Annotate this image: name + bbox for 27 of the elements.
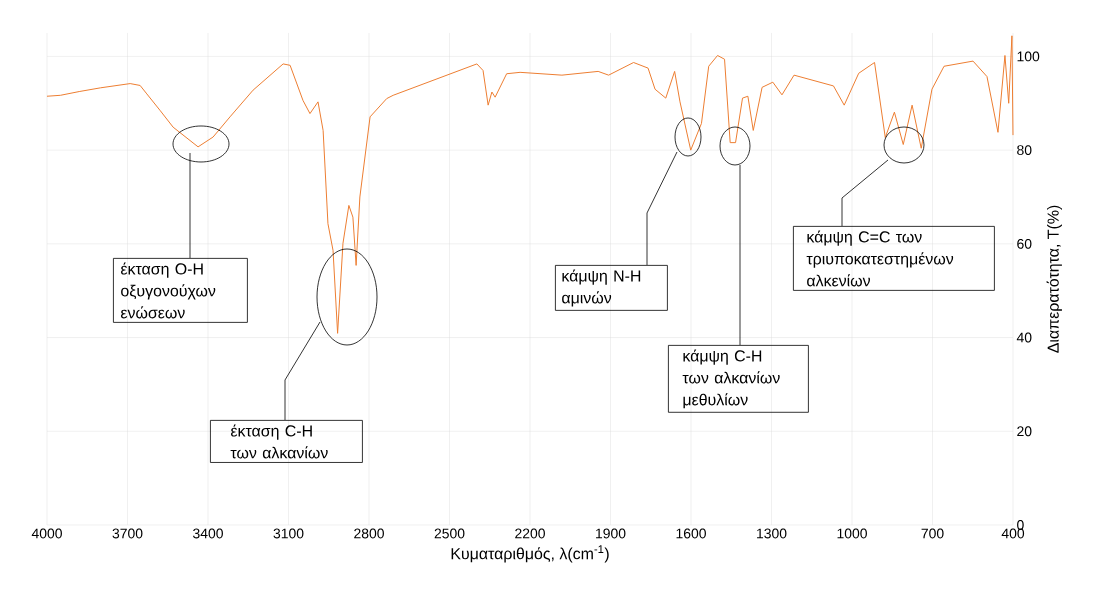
x-tick-label: 3100 bbox=[273, 528, 304, 539]
y-axis-title: Διαπερατότητα, T(%) bbox=[1046, 205, 1062, 353]
y-tick-label: 20 bbox=[1017, 426, 1032, 437]
annotation: έκταση C-H των αλκανίων bbox=[230, 424, 328, 459]
y-tick-label: 40 bbox=[1016, 332, 1032, 343]
x-tick-label: 700 bbox=[921, 528, 944, 539]
y-tick-label: 0 bbox=[1017, 520, 1024, 530]
annotation: έκταση O-H οξυγονούχων ενώσεων bbox=[120, 262, 216, 319]
x-tick-label: 1300 bbox=[757, 528, 787, 539]
line-series bbox=[46, 35, 1014, 334]
x-tick-label: 2800 bbox=[354, 528, 384, 539]
annotation: κάμψη N-H αμινών bbox=[562, 269, 641, 307]
x-tick-label: 4000 bbox=[31, 528, 62, 539]
annotation: κάμψη C-H των αλκανίων μεθυλίων bbox=[682, 349, 780, 409]
y-tick-label: 60 bbox=[1017, 238, 1032, 249]
x-tick-label: 400 bbox=[1001, 528, 1025, 539]
x-tick-label: 1600 bbox=[676, 528, 706, 539]
x-tick-label: 1900 bbox=[596, 528, 626, 539]
x-tick-label: 2200 bbox=[515, 528, 545, 539]
x-tick-label: 3700 bbox=[112, 528, 143, 539]
x-tick-label: 2500 bbox=[434, 528, 465, 539]
y-tick-label: 100 bbox=[1017, 51, 1040, 62]
x-tick-label: 3400 bbox=[193, 528, 223, 539]
x-tick-label: 1000 bbox=[837, 528, 867, 539]
x-axis-title: Κυματαριθμός, λ(cm$^{-1}$) bbox=[451, 545, 609, 563]
y-tick-label: 80 bbox=[1017, 145, 1032, 156]
annotation: κάμψη C=C των τριυποκατεστημένων αλκενίων bbox=[806, 230, 954, 287]
